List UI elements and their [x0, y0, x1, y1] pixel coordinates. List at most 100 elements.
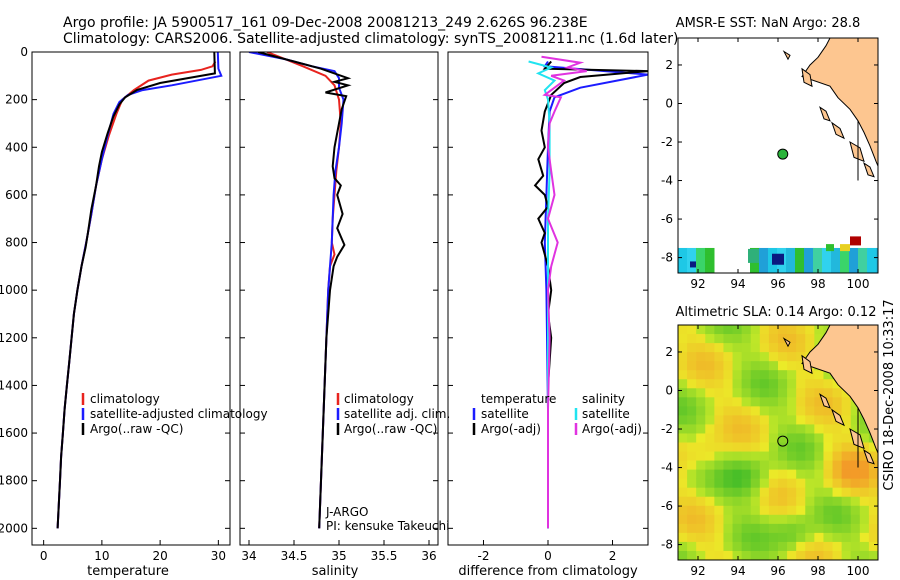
- sla-cell: [696, 550, 706, 560]
- sla-cell: [805, 487, 815, 498]
- sla-cell: [768, 487, 779, 498]
- island: [782, 337, 791, 348]
- sla-cell: [714, 496, 725, 507]
- sla-cell: [696, 496, 706, 507]
- sla-cell: [723, 343, 734, 353]
- sla-cell: [705, 523, 715, 534]
- sla-cell: [714, 424, 725, 435]
- sla-cell: [868, 532, 878, 543]
- sla-cell: [805, 397, 815, 407]
- sla-cell: [841, 496, 852, 507]
- sla-cell: [705, 496, 715, 507]
- sla-cell: [741, 424, 752, 435]
- sla-cell: [850, 469, 861, 480]
- sla-cell: [759, 496, 770, 507]
- sla-cell: [778, 388, 788, 398]
- sla-cell: [805, 514, 815, 525]
- sla-cell: [696, 397, 706, 407]
- sla-cell: [687, 433, 697, 444]
- sla-cell: [787, 541, 797, 552]
- sla-cell: [823, 370, 834, 380]
- sla-cell: [868, 514, 878, 525]
- legend-temp-sat-label: satellite: [481, 407, 529, 421]
- sla-cell: [805, 550, 815, 560]
- sla-cell: [732, 541, 743, 552]
- sla-cell: [768, 415, 779, 426]
- sst-cell: [795, 268, 805, 273]
- sla-cell: [732, 325, 743, 335]
- sst-cell: [768, 247, 778, 256]
- x-tick-label: -2: [477, 549, 489, 563]
- sla-cell: [687, 478, 697, 489]
- sla-cell: [750, 469, 761, 480]
- sla-cell: [723, 388, 734, 398]
- sla-cell: [859, 451, 870, 462]
- sla-cell: [832, 550, 843, 560]
- sla-cell: [678, 469, 688, 480]
- sla-cell: [778, 406, 788, 416]
- sla-cell: [805, 406, 815, 416]
- salinity-xlabel: salinity: [312, 564, 359, 579]
- sla-cell: [750, 532, 761, 543]
- sla-cell: [768, 532, 779, 543]
- sla-cell: [805, 325, 815, 335]
- x-tick-label: 2: [609, 549, 617, 563]
- sla-cell: [805, 370, 815, 380]
- sla-cell: [823, 478, 834, 489]
- sla-cell: [741, 478, 752, 489]
- sla-cell: [687, 550, 697, 560]
- sst-cell: [867, 247, 877, 256]
- sst-cell: [759, 254, 769, 262]
- sla-cell: [841, 424, 852, 435]
- sla-cell: [696, 415, 706, 426]
- sla-cell: [787, 406, 797, 416]
- sla-cell: [787, 496, 797, 507]
- y-tick-label: 0: [20, 45, 28, 59]
- sla-cell: [841, 406, 852, 416]
- sst-cell: [813, 261, 823, 269]
- sla-cell: [714, 487, 725, 498]
- sla-cell: [778, 496, 788, 507]
- sst-cell: [748, 248, 759, 263]
- salinity-panel: 34 34.5 35 35.5 36: [239, 51, 439, 563]
- sla-cell: [696, 478, 706, 489]
- sla-cell: [805, 442, 815, 453]
- sla-cell: [868, 451, 878, 462]
- sla-cell: [787, 433, 797, 444]
- sla-cell: [723, 523, 734, 534]
- sst-cell: [795, 261, 805, 269]
- sla-cell: [687, 406, 697, 416]
- y-tick-label: 600: [5, 188, 28, 202]
- island: [819, 106, 831, 122]
- sla-cell: [741, 388, 752, 398]
- sla-cell: [859, 424, 870, 435]
- sst-cell: [804, 254, 814, 262]
- sla-cell: [705, 550, 715, 560]
- sla-cell: [850, 514, 861, 525]
- sla-cell: [787, 343, 797, 353]
- sla-cell: [678, 424, 688, 435]
- sla-cell: [687, 379, 697, 389]
- sla-cell: [778, 487, 788, 498]
- sla-cell: [723, 496, 734, 507]
- y-tick-label: -4: [661, 174, 673, 188]
- sst-cell: [876, 261, 878, 269]
- sla-cell: [741, 505, 752, 516]
- sla-cell: [868, 523, 878, 534]
- sst-cell: [867, 268, 877, 273]
- sla-cell: [832, 442, 843, 453]
- sla-cell: [723, 478, 734, 489]
- x-tick-label: 35.5: [371, 549, 398, 563]
- sla-cell: [741, 433, 752, 444]
- sla-cell: [750, 397, 761, 407]
- sla-cell: [696, 505, 706, 516]
- sla-cell: [714, 388, 725, 398]
- sla-cell: [750, 334, 761, 344]
- sla-cell: [723, 325, 734, 335]
- sla-cell: [814, 451, 825, 462]
- sla-cell: [814, 424, 825, 435]
- sla-cell: [850, 460, 861, 471]
- sla-cell: [678, 379, 688, 389]
- sla-cell: [732, 433, 743, 444]
- sla-cell: [714, 532, 725, 543]
